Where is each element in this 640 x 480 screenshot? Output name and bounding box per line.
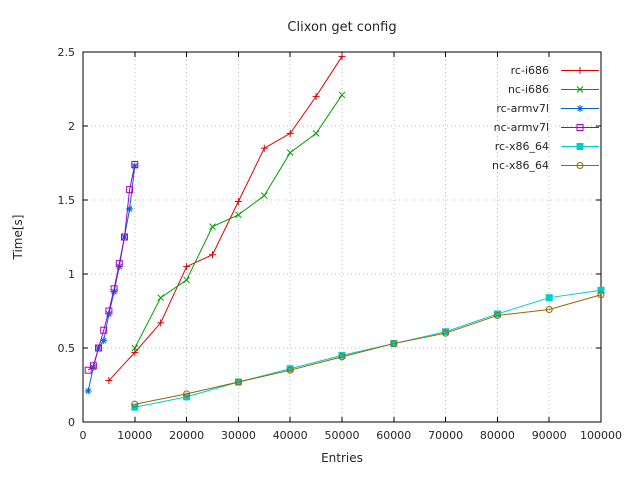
legend-label: nc-armv7l — [493, 121, 549, 134]
series-nc-x86_64 — [131, 291, 605, 408]
legend-sample-plus-icon — [561, 67, 599, 74]
svg-text:90000: 90000 — [532, 429, 567, 442]
legend-sample-asterisk-icon — [561, 105, 599, 112]
legend-item-rc-i686: rc-i686 — [511, 61, 601, 80]
legend-sample-square-filled-icon — [561, 143, 599, 150]
svg-text:2.5: 2.5 — [58, 46, 76, 59]
legend-label: nc-x86_64 — [492, 159, 549, 172]
svg-text:20000: 20000 — [169, 429, 204, 442]
axes — [82, 51, 602, 423]
chart-title: Clixon get config — [287, 20, 397, 35]
series-nc-armv7l — [84, 160, 139, 374]
x-axis-label: Entries — [321, 451, 363, 465]
legend: rc-i686 nc-i686 rc-armv7l nc-armv7l rc-x86_6… — [492, 61, 601, 175]
svg-text:0: 0 — [68, 416, 75, 429]
svg-text:1.5: 1.5 — [58, 194, 76, 207]
series-nc-i686 — [131, 91, 346, 352]
series-rc-x86_64 — [131, 286, 605, 411]
legend-label: rc-x86_64 — [494, 140, 549, 153]
svg-text:1: 1 — [68, 268, 75, 281]
legend-item-nc-i686: nc-i686 — [508, 80, 601, 99]
legend-item-nc-x86_64: nc-x86_64 — [492, 156, 601, 175]
legend-item-rc-armv7l: rc-armv7l — [496, 99, 601, 118]
tick-labels: 0 10000 20000 30000 40000 50000 60000 70000 8000… — [58, 46, 623, 442]
legend-sample-square-open-icon — [561, 124, 599, 131]
legend-label: rc-armv7l — [496, 102, 549, 115]
svg-text:70000: 70000 — [428, 429, 463, 442]
legend-label: rc-i686 — [510, 64, 549, 77]
svg-text:10000: 10000 — [117, 429, 152, 442]
svg-text:40000: 40000 — [273, 429, 308, 442]
svg-text:30000: 30000 — [221, 429, 256, 442]
svg-text:50000: 50000 — [325, 429, 360, 442]
svg-text:100000: 100000 — [580, 429, 622, 442]
legend-sample-circle-open-icon — [561, 162, 599, 169]
gridlines — [82, 51, 602, 423]
series-rc-armv7l — [84, 162, 139, 395]
svg-text:80000: 80000 — [480, 429, 515, 442]
legend-sample-cross-icon — [561, 86, 599, 93]
svg-text:2: 2 — [68, 120, 75, 133]
y-axis-label: Time[s] — [11, 214, 25, 260]
legend-item-nc-armv7l: nc-armv7l — [494, 118, 601, 137]
legend-label: nc-i686 — [507, 83, 549, 96]
legend-item-rc-x86_64: rc-x86_64 — [495, 137, 601, 156]
svg-text:60000: 60000 — [376, 429, 411, 442]
svg-text:0.5: 0.5 — [58, 342, 76, 355]
svg-text:0: 0 — [80, 429, 87, 442]
series-rc-i686 — [105, 52, 346, 385]
